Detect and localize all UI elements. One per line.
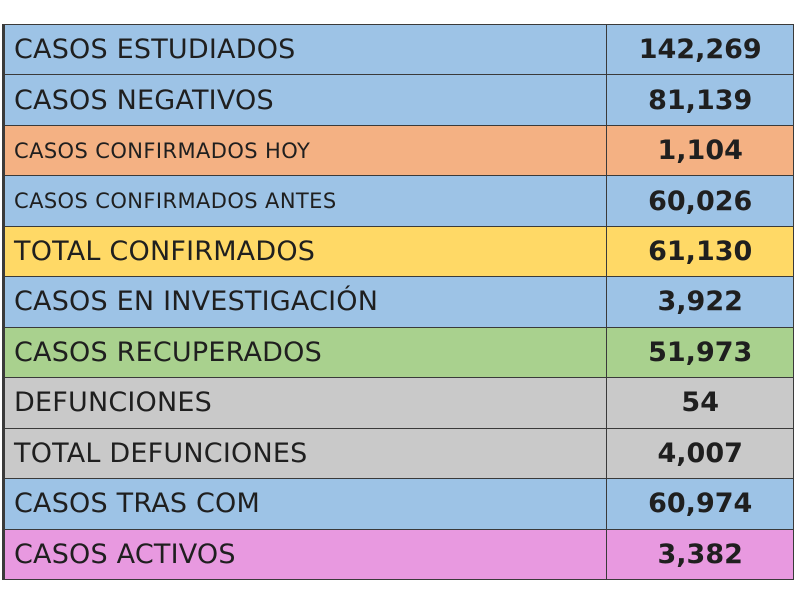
row-value: 61,130 <box>606 225 794 278</box>
row-label: TOTAL DEFUNCIONES <box>2 427 608 480</box>
table-row: CASOS RECUPERADOS 51,973 <box>2 326 794 379</box>
row-label: CASOS ESTUDIADOS <box>2 23 608 76</box>
row-value: 3,922 <box>606 276 794 328</box>
table-row: CASOS ESTUDIADOS 142,269 <box>2 23 794 76</box>
stats-table-body: CASOS ESTUDIADOS 142,269 CASOS NEGATIVOS… <box>2 23 794 581</box>
row-label: DEFUNCIONES <box>2 377 608 429</box>
table-row: CASOS NEGATIVOS 81,139 <box>2 74 794 126</box>
row-value: 54 <box>606 377 794 429</box>
row-label: TOTAL CONFIRMADOS <box>2 225 608 278</box>
row-label: CASOS ACTIVOS <box>2 528 608 581</box>
row-value: 4,007 <box>606 427 794 480</box>
table-row: TOTAL DEFUNCIONES 4,007 <box>2 427 794 480</box>
table-row: DEFUNCIONES 54 <box>2 377 794 429</box>
row-value: 3,382 <box>606 528 794 581</box>
table-row: CASOS CONFIRMADOS HOY 1,104 <box>2 124 794 177</box>
row-label: CASOS EN INVESTIGACIÓN <box>2 276 608 328</box>
row-value: 51,973 <box>606 326 794 379</box>
row-value: 60,974 <box>606 478 794 530</box>
row-label: CASOS CONFIRMADOS HOY <box>2 124 608 177</box>
row-value: 1,104 <box>606 124 794 177</box>
row-label: CASOS CONFIRMADOS ANTES <box>2 175 608 227</box>
row-label: CASOS RECUPERADOS <box>2 326 608 379</box>
table-row: CASOS CONFIRMADOS ANTES 60,026 <box>2 175 794 227</box>
row-value: 60,026 <box>606 175 794 227</box>
row-label: CASOS TRAS COM <box>2 478 608 530</box>
table-row: CASOS EN INVESTIGACIÓN 3,922 <box>2 276 794 328</box>
row-value: 142,269 <box>606 23 794 76</box>
table-row: CASOS ACTIVOS 3,382 <box>2 528 794 581</box>
stats-table: CASOS ESTUDIADOS 142,269 CASOS NEGATIVOS… <box>2 23 794 581</box>
table-row: TOTAL CONFIRMADOS 61,130 <box>2 225 794 278</box>
row-label: CASOS NEGATIVOS <box>2 74 608 126</box>
table-row: CASOS TRAS COM 60,974 <box>2 478 794 530</box>
row-value: 81,139 <box>606 74 794 126</box>
